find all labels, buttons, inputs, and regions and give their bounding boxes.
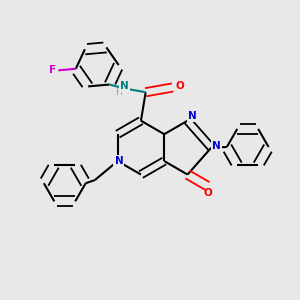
Text: H: H <box>115 88 122 98</box>
Text: O: O <box>204 188 213 198</box>
Text: F: F <box>49 65 56 75</box>
Text: N: N <box>188 111 197 121</box>
Text: N: N <box>120 81 129 91</box>
Text: N: N <box>115 156 123 167</box>
Text: O: O <box>175 81 184 91</box>
Text: N: N <box>212 141 221 152</box>
